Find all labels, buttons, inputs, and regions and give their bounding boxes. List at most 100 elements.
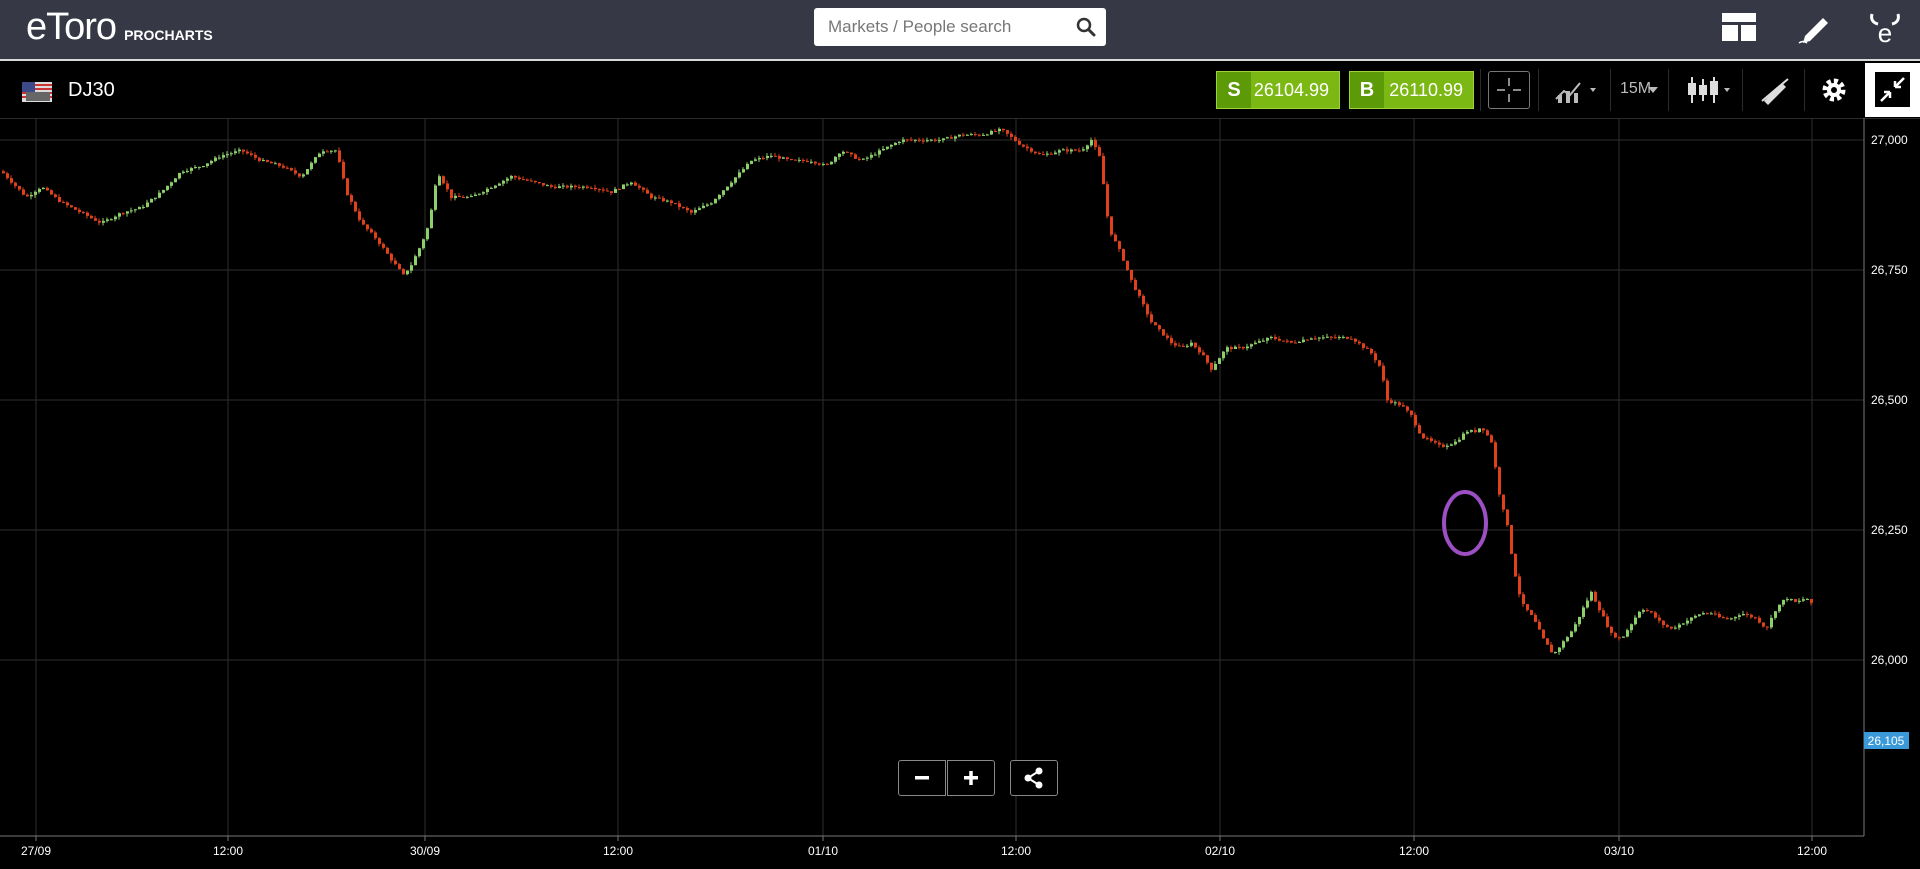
candle-body <box>978 134 981 136</box>
candle-body <box>1354 338 1357 342</box>
candle-body <box>1546 638 1549 645</box>
candle-body <box>1654 612 1657 618</box>
candle-body <box>106 219 109 221</box>
candle-body <box>954 136 957 139</box>
candle-body <box>238 149 241 152</box>
gear-icon[interactable] <box>1816 71 1852 109</box>
candle-body <box>446 183 449 190</box>
candle-body <box>202 166 205 168</box>
candle-body <box>974 134 977 136</box>
y-tick-label: 26,000 <box>1871 653 1908 667</box>
candle-body <box>1570 631 1573 638</box>
candle-body <box>1642 610 1645 612</box>
indicators-icon[interactable] <box>1552 71 1604 109</box>
candle-body <box>958 134 961 137</box>
logo-subtitle: PROCHARTS <box>124 27 213 43</box>
candle-body <box>574 185 577 188</box>
candle-body <box>350 195 353 202</box>
candle-body <box>462 197 465 199</box>
candle-body <box>190 167 193 171</box>
candle-body <box>170 182 173 186</box>
layout-icon[interactable] <box>1720 10 1758 44</box>
candle-body <box>166 185 169 190</box>
timeframe-dropdown[interactable]: 15M <box>1620 80 1652 97</box>
candle-body <box>690 210 693 213</box>
candle-body <box>1070 149 1073 152</box>
candle-body <box>1486 430 1489 436</box>
candle-body <box>582 186 585 188</box>
candle-body <box>734 177 737 183</box>
candle-body <box>274 163 277 165</box>
candle-body <box>718 194 721 199</box>
candle-body <box>418 248 421 257</box>
candlestick-type-icon[interactable] <box>1684 71 1736 109</box>
buy-button[interactable]: B 26110.99 <box>1349 71 1474 109</box>
candle-body <box>810 161 813 163</box>
candle-body <box>946 137 949 139</box>
candle-body <box>1806 599 1809 601</box>
candle-body <box>782 157 785 159</box>
collapse-fullscreen-button[interactable] <box>1865 63 1920 117</box>
candle-body <box>906 139 909 141</box>
share-button[interactable] <box>1010 760 1058 796</box>
candle-body <box>710 203 713 205</box>
price-chart[interactable]: 27,000 26,750 26,500 26,250 26,000 27/09 12:0… <box>0 118 1920 869</box>
candle-body <box>1554 651 1557 653</box>
candle-body <box>826 163 829 165</box>
candle-body <box>1102 155 1105 185</box>
candle-body <box>490 187 493 189</box>
drawing-tools-icon[interactable] <box>1758 71 1794 109</box>
candle-body <box>114 216 117 220</box>
candle-body <box>378 238 381 244</box>
candle-body <box>1394 402 1397 404</box>
candle-body <box>46 187 49 191</box>
zoom-out-button[interactable] <box>898 760 946 796</box>
candle-body <box>990 131 993 135</box>
candle-body <box>1718 614 1721 618</box>
candle-body <box>1410 410 1413 415</box>
etoro-logo[interactable]: eToro PROCHARTS <box>26 6 213 46</box>
sell-button[interactable]: S 26104.99 <box>1216 71 1340 109</box>
candle-body <box>62 201 65 203</box>
candle-body <box>798 159 801 161</box>
pencil-icon[interactable] <box>1795 10 1833 44</box>
candle-body <box>1038 153 1041 155</box>
candle-body <box>1114 234 1117 242</box>
crosshair-button[interactable] <box>1488 71 1530 109</box>
candle-body <box>1262 340 1265 342</box>
candle-body <box>90 215 93 219</box>
etoro-profile-icon[interactable]: e <box>1866 10 1904 44</box>
candle-body <box>510 175 513 179</box>
candle-body <box>494 185 497 188</box>
search-input[interactable] <box>814 8 1064 46</box>
candle-body <box>1426 438 1429 440</box>
candle-body <box>374 232 377 239</box>
candle-body <box>642 187 645 190</box>
candle-body <box>250 153 253 155</box>
instrument-symbol[interactable]: DJ30 <box>68 79 115 101</box>
candle-body <box>262 160 265 162</box>
candle-body <box>1402 405 1405 407</box>
candle-body <box>230 153 233 155</box>
candle-body <box>746 163 749 170</box>
zoom-in-button[interactable] <box>947 760 995 796</box>
candle-body <box>1522 594 1525 605</box>
candle-body <box>1438 442 1441 445</box>
toolbar-divider <box>1538 69 1539 111</box>
candle-body <box>1278 338 1281 341</box>
candle-body <box>86 212 89 216</box>
candle-body <box>730 182 733 187</box>
candle-body <box>1538 621 1541 630</box>
candle-body <box>594 187 597 190</box>
candle-body <box>1558 647 1561 652</box>
candle-body <box>770 155 773 157</box>
candle-body <box>1374 353 1377 361</box>
candle-body <box>874 154 877 156</box>
candle-body <box>270 161 273 164</box>
candle-body <box>858 158 861 160</box>
candle-body <box>362 219 365 225</box>
candle-body <box>774 155 777 157</box>
share-icon <box>1024 767 1043 789</box>
y-tick-label: 26,750 <box>1871 263 1908 277</box>
search-icon[interactable] <box>1076 17 1096 37</box>
